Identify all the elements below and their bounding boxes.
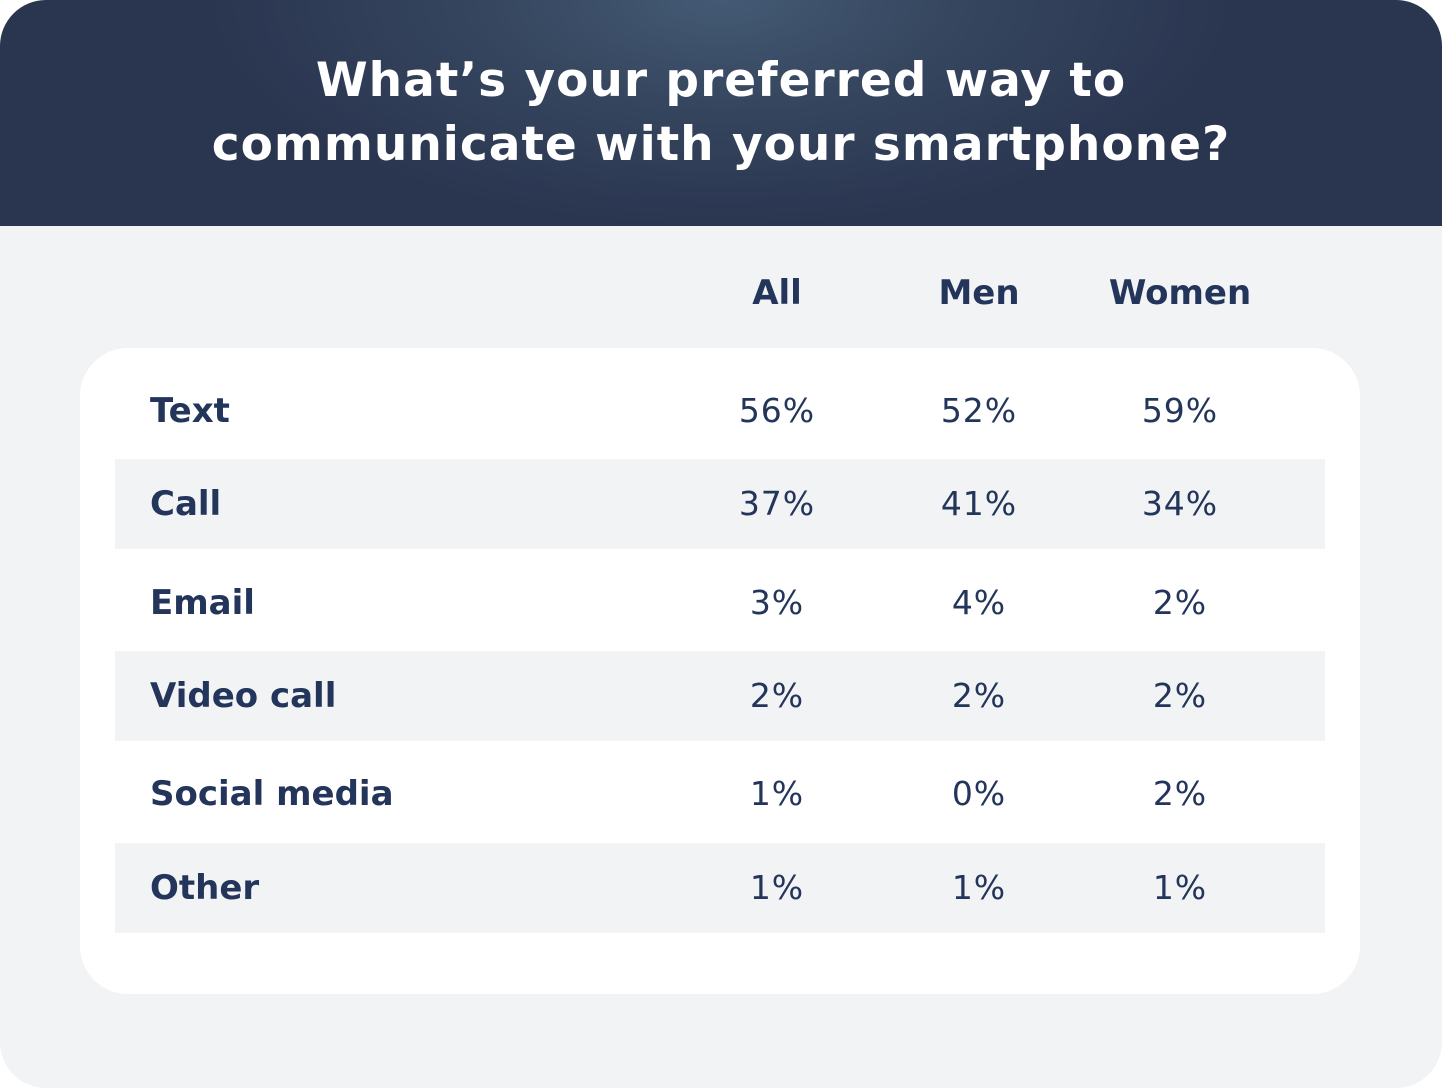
cell-men: 41% [940,484,1018,523]
row-label: Video call [150,676,337,716]
cell-all: 3% [749,583,805,622]
table-row-call: Call 37% 41% 34% [115,459,1325,549]
cell-men: 52% [940,391,1018,430]
cell-all: 56% [738,391,816,430]
row-label: Call [150,484,222,524]
cell-men: 2% [951,676,1007,715]
cell-all: 2% [749,676,805,715]
table-row-video-call: Video call 2% 2% 2% [115,651,1325,741]
cell-men: 0% [951,774,1007,813]
cell-women: 2% [1152,583,1208,622]
cell-women: 2% [1152,676,1208,715]
row-label: Other [150,868,260,908]
cell-men: 1% [951,868,1007,907]
column-header-men: Men [938,273,1020,313]
column-header-women: Women [1108,273,1252,313]
cell-women: 2% [1152,774,1208,813]
header-banner: What’s your preferred way to communicate… [0,0,1442,226]
table-row-other: Other 1% 1% 1% [115,843,1325,933]
row-label: Email [150,583,255,623]
table-row-email: Email 3% 4% 2% [115,558,1325,648]
title-line-1: What’s your preferred way to [315,53,1127,108]
table-row-social-media: Social media 1% 0% 2% [115,749,1325,839]
cell-all: 1% [749,868,805,907]
table-row-text: Text 56% 52% 59% [115,366,1325,456]
cell-all: 37% [738,484,816,523]
column-header-all: All [752,273,802,313]
cell-women: 34% [1141,484,1219,523]
cell-all: 1% [749,774,805,813]
cell-women: 1% [1152,868,1208,907]
title-line-2: communicate with your smartphone? [211,117,1231,172]
row-label: Social media [150,774,394,814]
cell-men: 4% [951,583,1007,622]
row-label: Text [150,391,230,431]
cell-women: 59% [1141,391,1219,430]
